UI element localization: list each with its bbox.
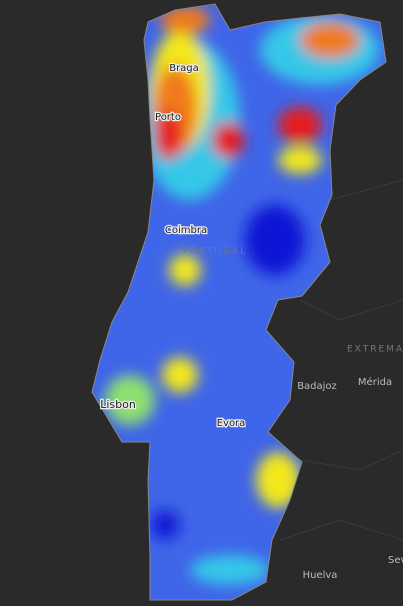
city-label: Sev bbox=[388, 555, 403, 566]
city-label: Huelva bbox=[303, 570, 338, 581]
city-label: Braga bbox=[169, 63, 199, 74]
city-label: Lisbon bbox=[100, 398, 136, 411]
region-label: EXTREMA bbox=[347, 345, 403, 355]
region-label: PORTUGAL bbox=[183, 247, 247, 257]
country-outline bbox=[91, 3, 387, 601]
city-label: Evora bbox=[217, 418, 246, 429]
city-label: Porto bbox=[155, 112, 181, 123]
city-label: Coimbra bbox=[165, 225, 207, 236]
city-label: Badajoz bbox=[297, 381, 337, 392]
border-lines bbox=[279, 179, 403, 541]
city-label: Mérida bbox=[358, 376, 392, 388]
